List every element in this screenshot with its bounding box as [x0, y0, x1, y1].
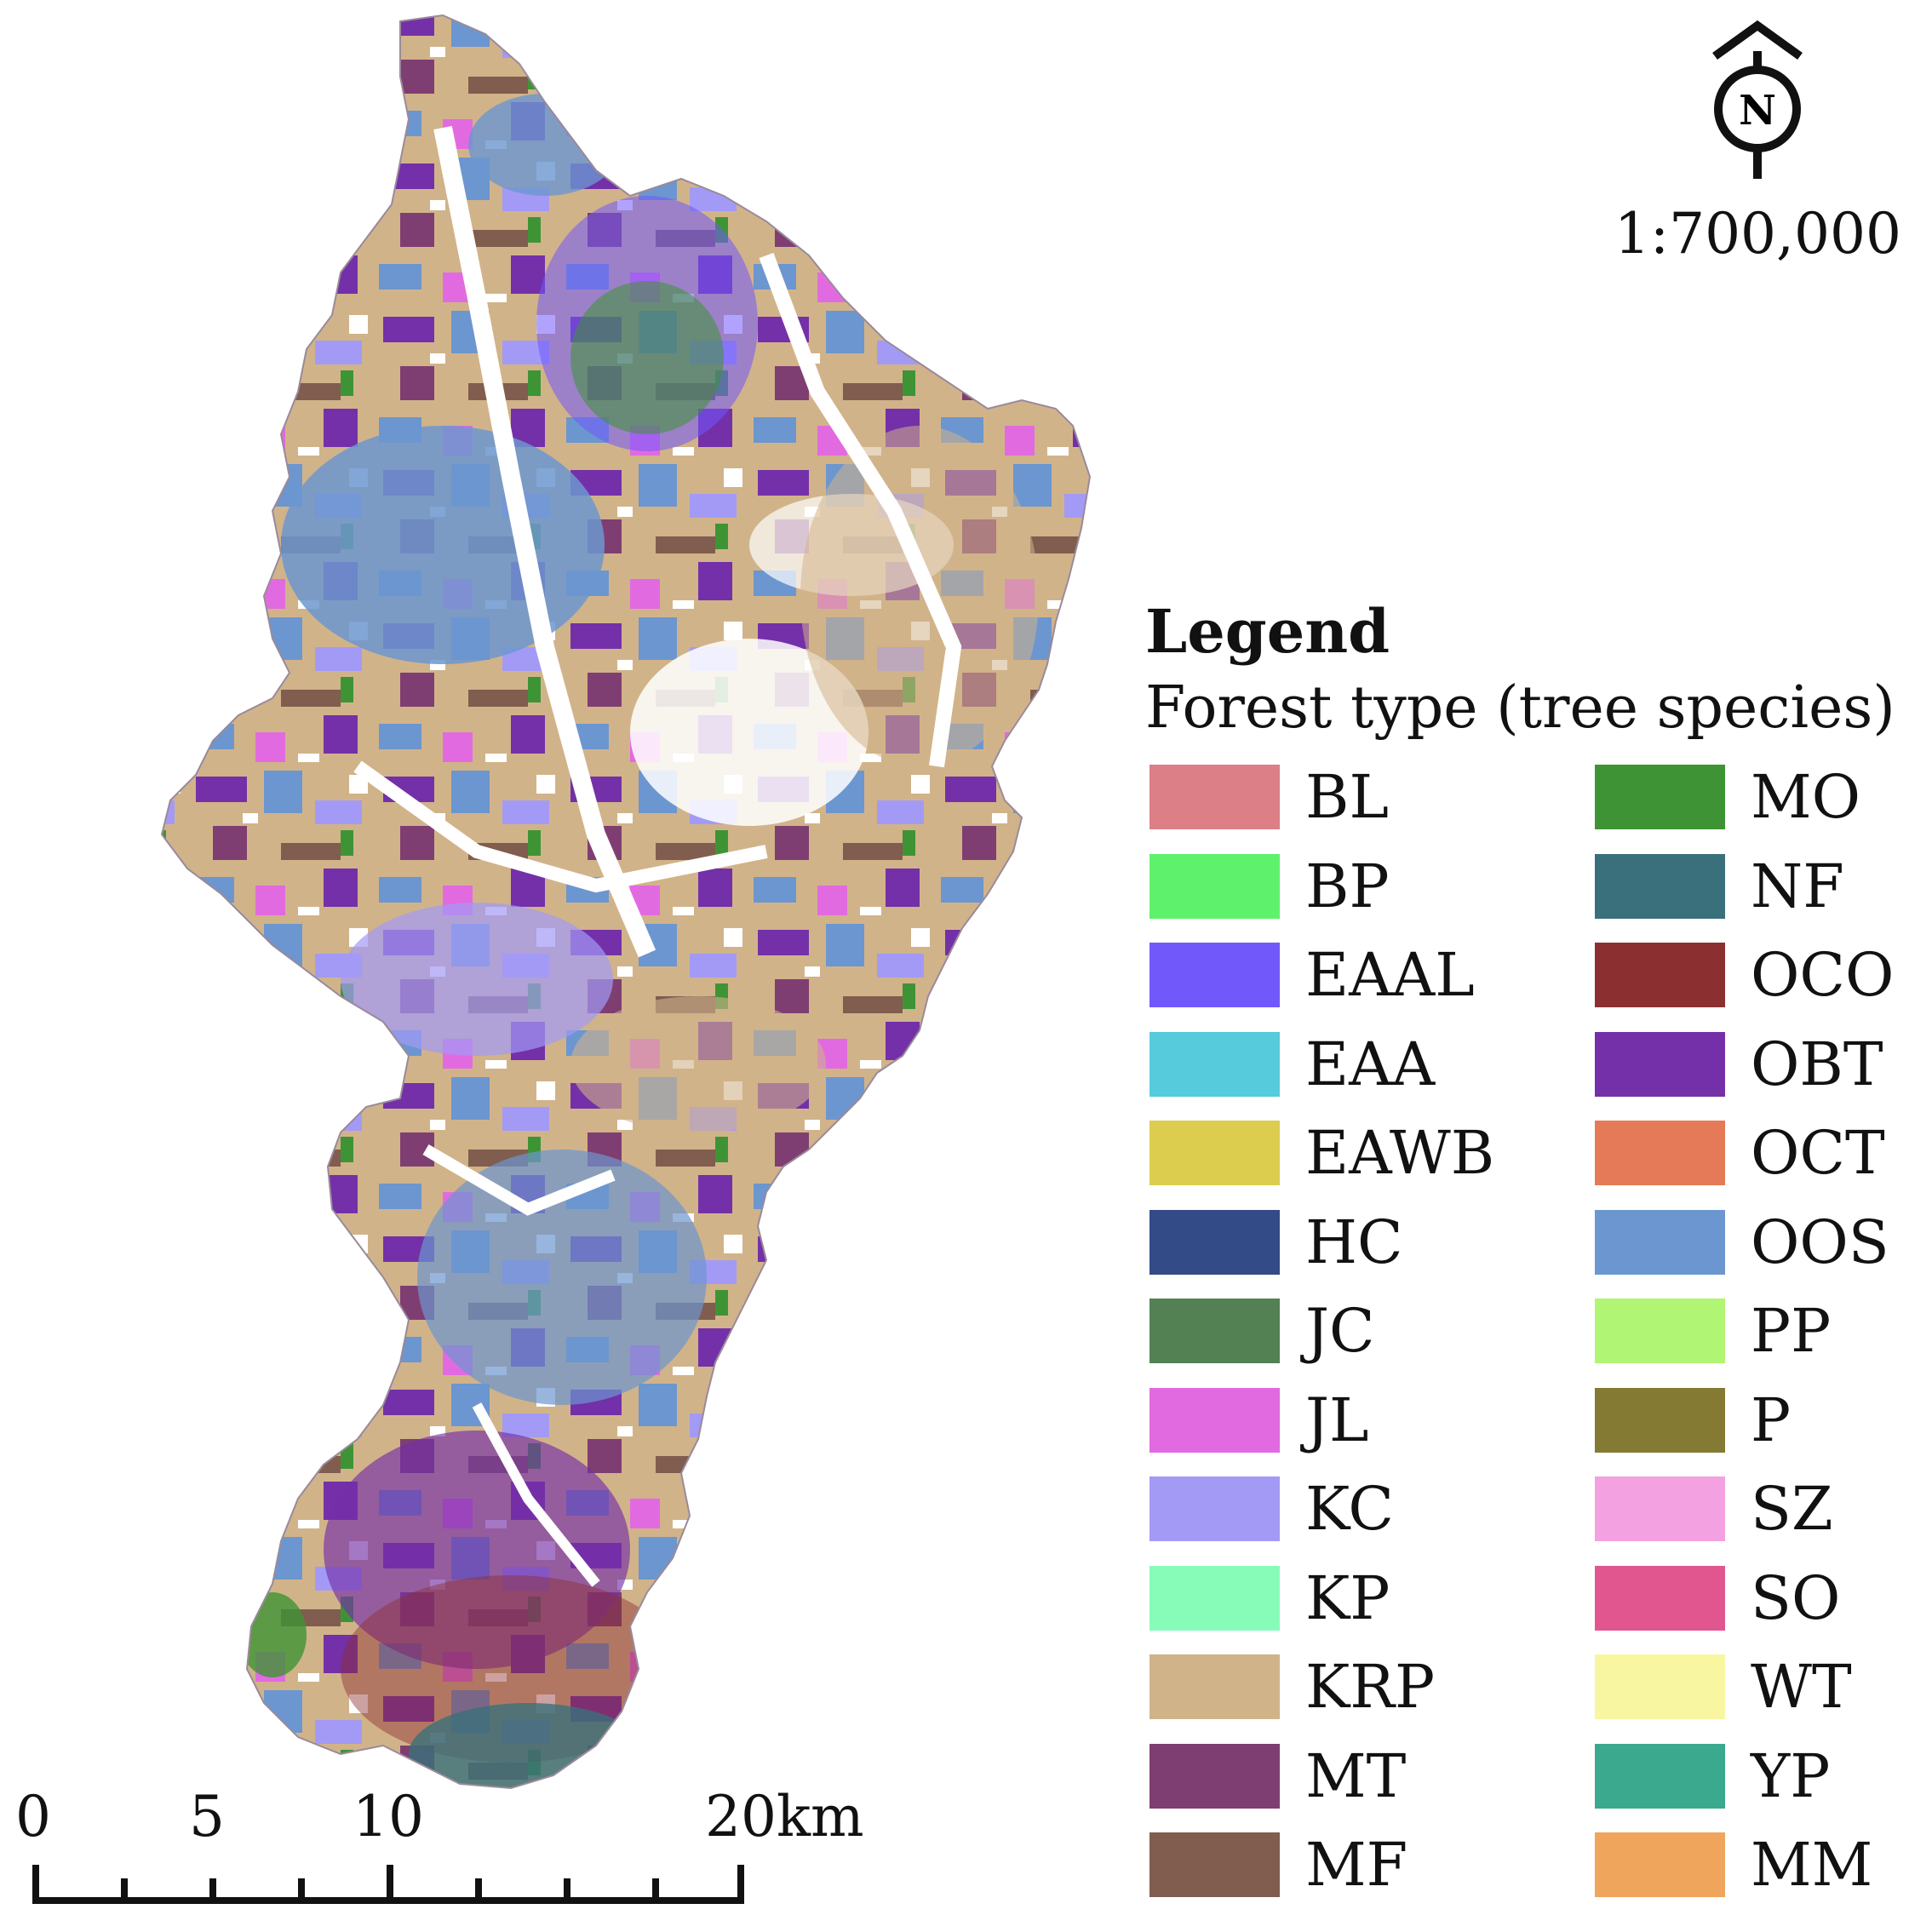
legend-item-eawb: EAWB [1149, 1121, 1494, 1185]
scale-bar [32, 1865, 744, 1904]
legend-item-oos: OOS [1595, 1207, 1889, 1277]
legend-subtitle: Forest type (tree species) [1145, 674, 1895, 742]
legend-item-p: P [1595, 1385, 1792, 1455]
legend-swatch [1149, 1387, 1280, 1453]
legend-title: Legend [1145, 596, 1390, 667]
legend-label: MF [1305, 1830, 1408, 1900]
legend-label: BL [1305, 762, 1389, 832]
legend-swatch [1595, 1654, 1725, 1719]
legend-item-krp: KRP [1149, 1654, 1435, 1719]
legend-swatch [1149, 1654, 1280, 1719]
legend-item-mf: MF [1149, 1832, 1407, 1897]
scale-label-0: 0 [15, 1784, 51, 1849]
legend-item-mo: MO [1595, 765, 1860, 829]
legend-label: OCO [1751, 940, 1895, 1010]
legend-item-bl: BL [1149, 765, 1389, 829]
legend-swatch [1595, 1476, 1725, 1541]
legend-label: OCT [1751, 1118, 1885, 1188]
legend-label: YP [1751, 1740, 1831, 1811]
legend-item-eaa: EAA [1149, 1029, 1436, 1099]
legend-item-hc: HC [1149, 1207, 1403, 1277]
north-label: N [1739, 87, 1776, 135]
legend-item-jl: JL [1149, 1385, 1369, 1455]
legend-label: HC [1305, 1207, 1403, 1277]
legend-label: WT [1751, 1652, 1852, 1722]
legend-item-jc: JC [1149, 1299, 1375, 1363]
legend-item-bp: BP [1149, 851, 1390, 921]
legend-item-so: SO [1595, 1562, 1841, 1633]
legend-item-mm: MM [1595, 1832, 1872, 1897]
legend-swatch [1595, 1031, 1725, 1097]
forest-region [162, 15, 1090, 1788]
legend-item-yp: YP [1595, 1740, 1831, 1811]
legend-item-pp: PP [1595, 1299, 1831, 1363]
legend-swatch [1595, 1565, 1725, 1631]
legend-label: BP [1305, 851, 1390, 921]
legend-swatch [1595, 853, 1725, 919]
legend-swatch [1149, 765, 1280, 829]
legend-swatch [1149, 1031, 1280, 1097]
scale-label-20km: 20km [705, 1784, 864, 1849]
legend-item-oco: OCO [1595, 943, 1894, 1007]
legend-label: EAAL [1305, 940, 1475, 1010]
legend-item-kc: KC [1149, 1476, 1394, 1541]
legend-label: NF [1751, 851, 1844, 921]
legend-label: P [1751, 1385, 1792, 1455]
legend-item-sz: SZ [1595, 1476, 1833, 1541]
legend-swatch [1595, 1121, 1725, 1185]
legend-swatch [1149, 943, 1280, 1007]
legend-label: EAWB [1305, 1118, 1495, 1188]
legend-swatch [1149, 1832, 1280, 1897]
legend-item-oct: OCT [1595, 1121, 1885, 1185]
legend-label: KP [1305, 1562, 1390, 1633]
legend-label: KRP [1305, 1652, 1436, 1722]
legend-item-wt: WT [1595, 1654, 1852, 1719]
legend-item-mt: MT [1149, 1740, 1407, 1811]
legend-label: PP [1751, 1296, 1832, 1366]
legend-swatch [1149, 1476, 1280, 1541]
legend-swatch [1595, 1387, 1725, 1453]
legend-label: MM [1751, 1830, 1873, 1900]
legend-swatch [1149, 1299, 1280, 1363]
legend-label: EAA [1305, 1029, 1436, 1099]
legend-label: OOS [1751, 1207, 1889, 1277]
legend-swatch [1595, 1209, 1725, 1275]
legend-swatch [1149, 1121, 1280, 1185]
legend-swatch [1595, 1743, 1725, 1809]
legend-swatch [1595, 943, 1725, 1007]
legend-label: JL [1305, 1385, 1369, 1455]
legend-swatch [1595, 1299, 1725, 1363]
legend-item-eaal: EAAL [1149, 943, 1475, 1007]
legend-swatch [1149, 1565, 1280, 1631]
legend-swatch [1595, 1832, 1725, 1897]
legend-swatch [1149, 853, 1280, 919]
legend-label: SZ [1751, 1474, 1833, 1544]
legend-label: SO [1751, 1562, 1841, 1633]
north-arrow-icon [1712, 20, 1803, 179]
scale-ratio: 1:700,000 [1614, 201, 1901, 267]
legend-label: MT [1305, 1740, 1407, 1811]
legend-label: MO [1751, 762, 1861, 832]
legend-label: JC [1305, 1296, 1375, 1366]
legend-label: OBT [1751, 1029, 1883, 1099]
scale-label-10: 10 [353, 1784, 424, 1849]
legend-swatch [1595, 765, 1725, 829]
legend-item-kp: KP [1149, 1562, 1390, 1633]
legend-label: KC [1305, 1474, 1394, 1544]
legend-swatch [1149, 1743, 1280, 1809]
legend-item-nf: NF [1595, 851, 1844, 921]
legend-item-obt: OBT [1595, 1029, 1883, 1099]
legend-swatch [1149, 1209, 1280, 1275]
scale-label-5: 5 [189, 1784, 225, 1849]
